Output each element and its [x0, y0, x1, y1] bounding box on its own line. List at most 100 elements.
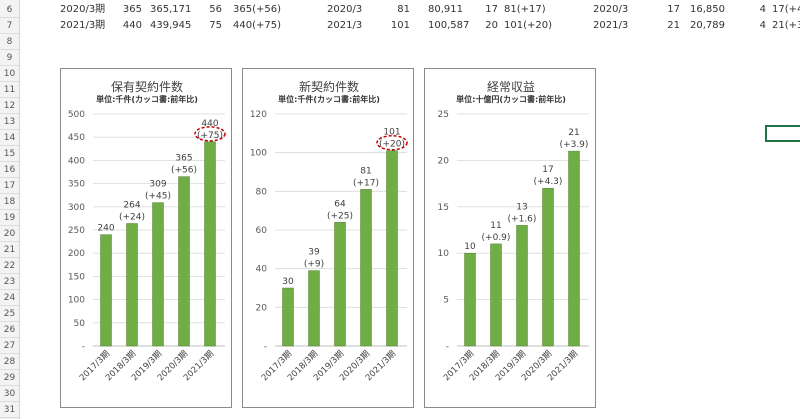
row-number[interactable]: 16 [0, 162, 19, 178]
row-number[interactable]: 28 [0, 354, 19, 370]
bar [360, 189, 372, 347]
row-number[interactable]: 17 [0, 178, 19, 194]
row-number[interactable]: 25 [0, 306, 19, 322]
cell-rev[interactable]: 17 [667, 4, 680, 15]
selected-cell[interactable] [765, 125, 800, 142]
data-label: 64 (+25) [327, 199, 353, 221]
cell-held-label[interactable]: 365(+56) [233, 4, 281, 15]
row-number[interactable]: 26 [0, 322, 19, 338]
cell-new-diff[interactable]: 17 [485, 4, 498, 15]
cell-rev-label[interactable]: 17(+4.3 [772, 4, 800, 15]
cell-held-diff[interactable]: 75 [209, 20, 222, 31]
y-tick-label: 5 [443, 296, 449, 306]
y-tick-label: 120 [250, 110, 267, 120]
chart-new-contracts[interactable]: 新契約件数 単位:千件(カッコ書:前年比) -20 40 60 80 100 120 30 201… [242, 68, 414, 408]
y-tick-label: 60 [256, 226, 268, 236]
row-number[interactable]: 6 [0, 2, 19, 18]
y-tick-label: 250 [68, 226, 85, 236]
row-number[interactable]: 14 [0, 130, 19, 146]
chart-holdings[interactable]: 保有契約件数 単位:千件(カッコ書:前年比) - 50 100 150 200 250 300 3… [60, 68, 232, 408]
bar [282, 287, 294, 347]
row-number[interactable]: 7 [0, 18, 19, 34]
cell-new-raw[interactable]: 100,587 [428, 20, 470, 31]
y-tick-label: 50 [74, 319, 86, 329]
data-label: 81 (+17) [353, 166, 379, 188]
data-label: 240 [97, 224, 114, 234]
cell-held[interactable]: 365 [122, 4, 142, 15]
cell-new[interactable]: 81 [397, 4, 410, 15]
row-number[interactable]: 15 [0, 146, 19, 162]
data-label: 13 (+1.6) [508, 202, 537, 224]
cell-rev-period[interactable]: 2021/3 [593, 20, 629, 31]
row-number[interactable]: 20 [0, 226, 19, 242]
chart-subtitle: 単位:十億円(カッコ書:前年比) [456, 94, 566, 104]
row-number[interactable]: 31 [0, 402, 19, 418]
cell-held-raw[interactable]: 365,171 [150, 4, 192, 15]
bar [386, 150, 398, 347]
cell-new-raw[interactable]: 80,911 [428, 4, 463, 15]
cell-rev-label[interactable]: 21(+3.9 [772, 20, 800, 31]
chart-subtitle: 単位:千件(カッコ書:前年比) [96, 94, 198, 104]
row-number[interactable]: 18 [0, 194, 19, 210]
cell-new[interactable]: 101 [390, 20, 410, 31]
y-tick-label: 450 [68, 133, 85, 143]
cell-period[interactable]: 2020/3期 [60, 4, 106, 15]
cell-held-raw[interactable]: 439,945 [150, 20, 192, 31]
y-tick-label: 100 [68, 296, 85, 306]
data-label: 11 (+0.9) [482, 221, 511, 243]
cell-held-diff[interactable]: 56 [209, 4, 222, 15]
row-number[interactable]: 19 [0, 210, 19, 226]
row-header-column: 6 7 8 9 10 11 12 13 14 15 16 17 18 19 20 21 22 23 24 25 26 27… [0, 0, 20, 419]
row-number[interactable]: 24 [0, 290, 19, 306]
row-number[interactable]: 29 [0, 370, 19, 386]
cell-new-label[interactable]: 101(+20) [504, 20, 552, 31]
bar [334, 222, 346, 347]
cell-held-label[interactable]: 440(+75) [233, 20, 281, 31]
cell-rev-raw[interactable]: 16,850 [690, 4, 725, 15]
y-tick-label: 10 [438, 249, 450, 259]
row-number[interactable]: 13 [0, 114, 19, 130]
cell-rev-diff[interactable]: 4 [759, 4, 766, 15]
cell-period[interactable]: 2021/3期 [60, 20, 106, 31]
row-number[interactable]: 11 [0, 82, 19, 98]
cell-rev-period[interactable]: 2020/3 [593, 4, 629, 15]
chart-revenue[interactable]: 経常収益 単位:十億円(カッコ書:前年比) -5 10 15 20 25 10 2017/3期 1… [424, 68, 596, 408]
data-label: 365 (+56) [171, 154, 197, 176]
cell-new-label[interactable]: 81(+17) [504, 4, 546, 15]
row-number[interactable]: 23 [0, 274, 19, 290]
bar [542, 187, 554, 347]
data-label: 264 (+24) [119, 201, 145, 223]
data-label: 39 (+9) [304, 248, 324, 270]
row-number[interactable]: 12 [0, 98, 19, 114]
chart-new-contracts-svg: 新契約件数単位:千件(カッコ書:前年比)-2040608010012030201… [250, 79, 408, 383]
chart-title: 新契約件数 [299, 79, 359, 94]
y-tick-label: 350 [68, 180, 85, 190]
cell-new-period[interactable]: 2021/3 [327, 20, 363, 31]
row-number[interactable]: 21 [0, 242, 19, 258]
row-number[interactable]: 30 [0, 386, 19, 402]
data-label: 440 (+75) [197, 119, 223, 141]
cell-rev-diff[interactable]: 4 [759, 20, 766, 31]
row-number[interactable]: 10 [0, 66, 19, 82]
y-tick-label: 80 [256, 187, 268, 197]
y-tick-label: 150 [68, 272, 85, 282]
cell-rev[interactable]: 21 [667, 20, 680, 31]
cell-rev-raw[interactable]: 20,789 [690, 20, 725, 31]
data-label: 21 (+3.9) [560, 128, 589, 150]
y-tick-label: 200 [68, 249, 85, 259]
y-tick-label: 20 [256, 303, 268, 313]
row-number[interactable]: 8 [0, 34, 19, 50]
cell-held[interactable]: 440 [122, 20, 142, 31]
cell-new-diff[interactable]: 20 [485, 20, 498, 31]
y-tick-label: - [446, 342, 449, 352]
y-tick-label: - [264, 342, 267, 352]
y-tick-label: 100 [250, 149, 267, 159]
cell-new-period[interactable]: 2020/3 [327, 4, 363, 15]
row-number[interactable]: 27 [0, 338, 19, 354]
bar [126, 223, 138, 347]
row-number[interactable]: 22 [0, 258, 19, 274]
row-number[interactable]: 9 [0, 50, 19, 66]
data-label: 10 [464, 242, 476, 252]
chart-title: 保有契約件数 [111, 79, 183, 94]
